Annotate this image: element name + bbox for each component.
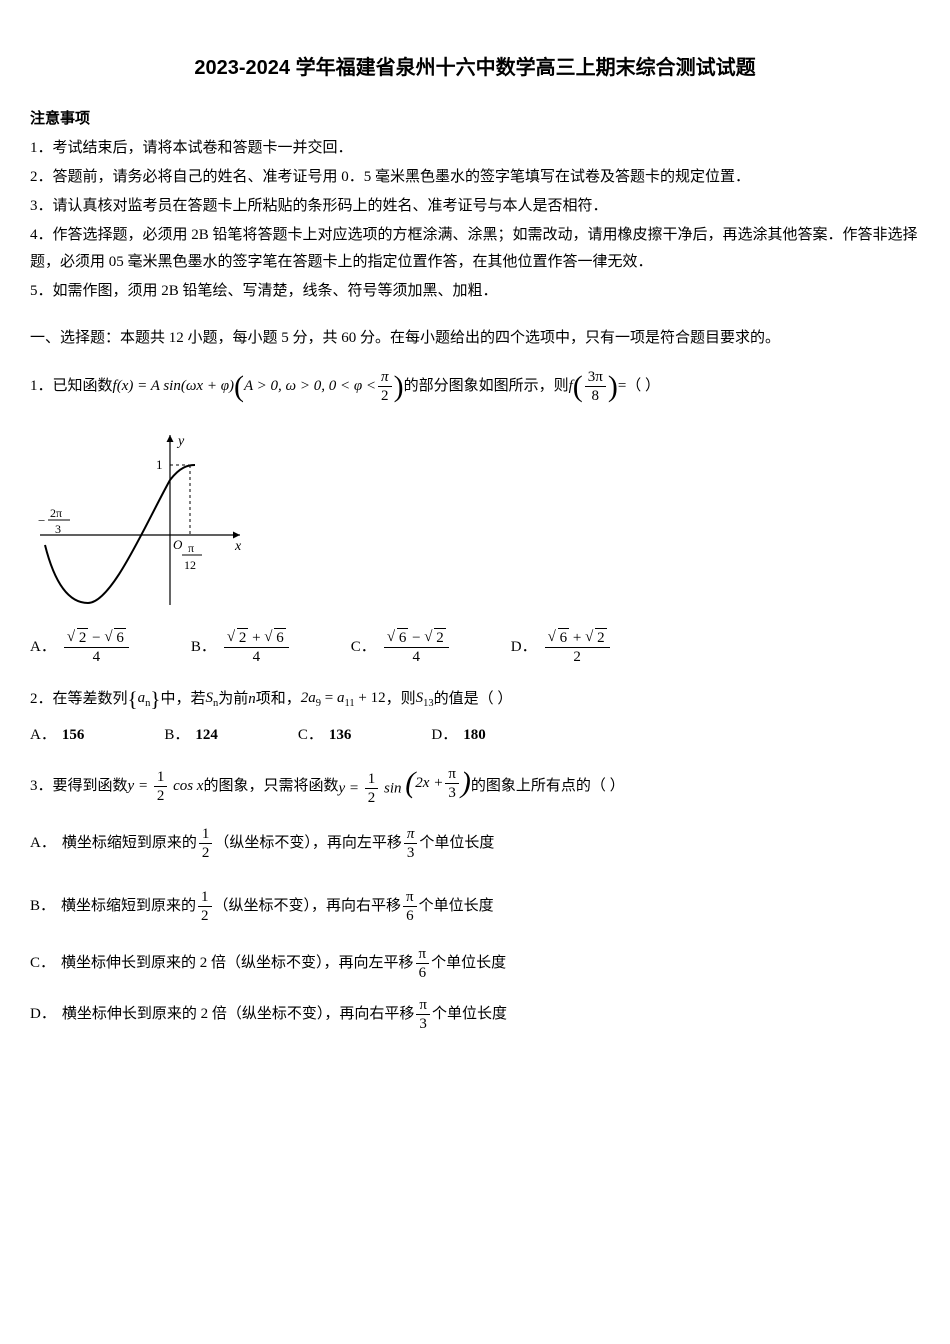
notice-item: 1．考试结束后，请将本试卷和答题卡一并交回． <box>30 135 920 162</box>
notice-item: 4．作答选择题，必须用 2B 铅笔将答题卡上对应选项的方框涂满、涂黑；如需改动，… <box>30 222 920 276</box>
q1-tail: （ ） <box>626 373 660 400</box>
q3-option-b[interactable]: B． 横坐标缩短到原来的 12 （纵坐标不变），再向右平移 π6 个单位长度 <box>30 888 920 925</box>
notice-section: 注意事项 1．考试结束后，请将本试卷和答题卡一并交回． 2．答题前，请务必将自己… <box>30 106 920 305</box>
question-3: 3． 要得到函数 y = 12 cos x 的图象，只需将函数 y = 12 s… <box>30 765 920 1034</box>
svg-text:π: π <box>188 541 194 555</box>
q2-option-b[interactable]: B．124 <box>164 722 218 749</box>
q2-option-c[interactable]: C．136 <box>298 722 352 749</box>
part1-header: 一、选择题：本题共 12 小题，每小题 5 分，共 60 分。在每小题给出的四个… <box>30 325 920 352</box>
q2-number: 2． <box>30 686 53 713</box>
notice-item: 2．答题前，请务必将自己的姓名、准考证号用 0．5 毫米黑色墨水的签字笔填写在试… <box>30 164 920 191</box>
q1-func: f(x) = A sin(ωx + φ) <box>113 373 234 400</box>
q1-stem-pre: 已知函数 <box>53 373 113 400</box>
q1-eq: = <box>618 373 626 400</box>
question-2: 2． 在等差数列 {an} 中，若 Sn 为前 n 项和， 2a9 = a11 … <box>30 685 920 749</box>
q3-options: A． 横坐标缩短到原来的 12 （纵坐标不变），再向左平移 π3 个单位长度 B… <box>30 825 920 1033</box>
q2-option-d[interactable]: D．180 <box>431 722 485 749</box>
svg-text:−: − <box>38 513 45 528</box>
q2-sn: Sn <box>205 685 218 714</box>
svg-text:12: 12 <box>184 558 196 572</box>
q3-y1: y = 12 cos x <box>128 768 204 805</box>
y-tick-1: 1 <box>156 457 163 472</box>
q2-option-a[interactable]: A．156 <box>30 722 84 749</box>
q3-option-c[interactable]: C． 横坐标伸长到原来的 2 倍（纵坐标不变），再向左平移 π6 个单位长度 <box>30 945 920 982</box>
q1-cond: ( A > 0, ω > 0, 0 < φ < π2 ) <box>234 368 404 405</box>
q2-equation: 2a9 = a11 + 12 <box>301 685 386 714</box>
q1-graph: y x 1 O − 2π 3 π 12 <box>30 425 920 615</box>
q1-arg: ( 3π8 ) <box>573 368 618 405</box>
q2-options: A．156 B．124 C．136 D．180 <box>30 722 920 749</box>
notice-item: 3．请认真核对监考员在答题卡上所粘贴的条形码上的姓名、准考证号与本人是否相符． <box>30 193 920 220</box>
q2-seq: {an} <box>128 685 161 714</box>
q1-option-c[interactable]: C． 6 − 2 4 <box>351 625 451 669</box>
q3-option-a[interactable]: A． 横坐标缩短到原来的 12 （纵坐标不变），再向左平移 π3 个单位长度 <box>30 825 920 862</box>
page-title: 2023-2024 学年福建省泉州十六中数学高三上期末综合测试试题 <box>30 50 920 86</box>
q1-option-a[interactable]: A． 2 − 6 4 <box>30 625 131 669</box>
origin-label: O <box>173 537 183 552</box>
q1-stem-mid: 的部分图象如图所示，则 <box>404 373 569 400</box>
x-axis-label: x <box>234 539 242 554</box>
q3-number: 3． <box>30 773 53 800</box>
notice-item: 5．如需作图，须用 2B 铅笔绘、写清楚，线条、符号等须加黑、加粗． <box>30 278 920 305</box>
q1-number: 1． <box>30 373 53 400</box>
notice-header: 注意事项 <box>30 106 920 133</box>
q1-options: A． 2 − 6 4 B． 2 + 6 4 C． 6 − 2 4 D． 6 + … <box>30 625 920 669</box>
q2-s13: S13 <box>416 685 434 714</box>
q3-y2: y = 12 sin ( 2x + π3 ) <box>338 765 470 808</box>
y-axis-label: y <box>176 434 185 449</box>
q3-option-d[interactable]: D． 横坐标伸长到原来的 2 倍（纵坐标不变），再向右平移 π3 个单位长度 <box>30 996 920 1033</box>
q1-option-b[interactable]: B． 2 + 6 4 <box>191 625 291 669</box>
q1-option-d[interactable]: D． 6 + 2 2 <box>511 625 612 669</box>
svg-text:2π: 2π <box>50 506 62 520</box>
svg-text:3: 3 <box>55 522 61 536</box>
question-1: 1． 已知函数 f(x) = A sin(ωx + φ) ( A > 0, ω … <box>30 368 920 669</box>
